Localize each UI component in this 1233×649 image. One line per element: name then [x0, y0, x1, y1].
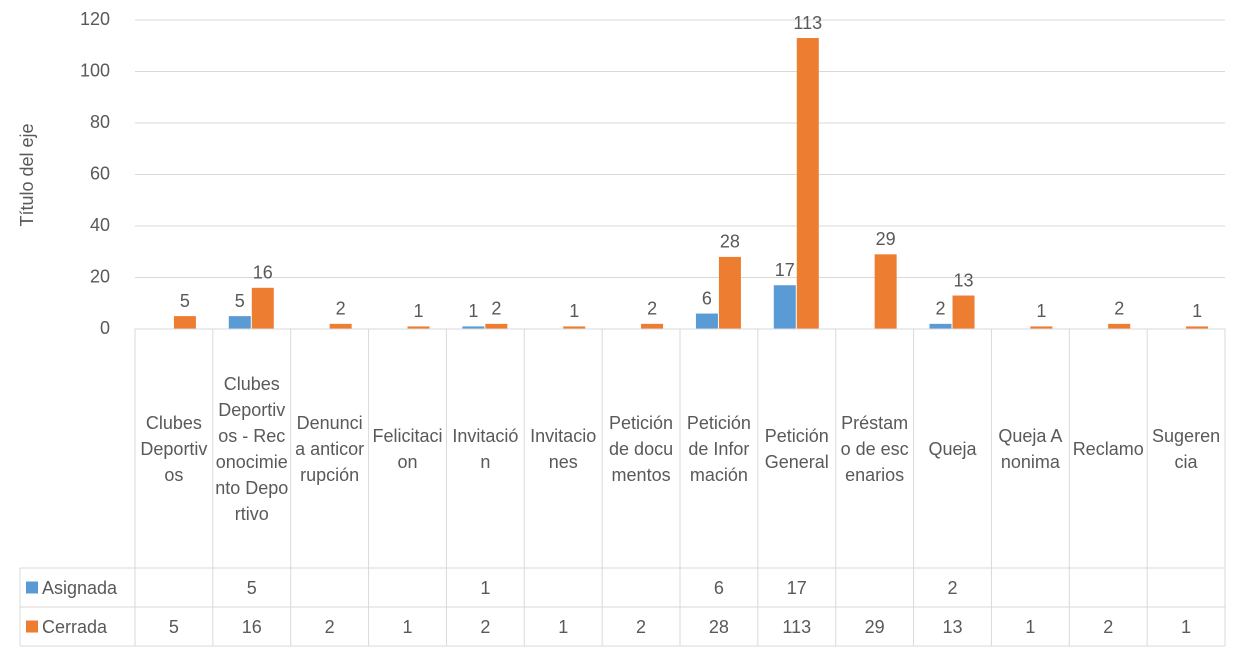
table-value: 1 [1025, 616, 1036, 637]
data-label: 6 [702, 288, 712, 308]
category-label: Invitación [452, 425, 519, 472]
bar [1186, 326, 1209, 329]
table-value: 2 [480, 616, 491, 637]
table-value: 6 [713, 577, 724, 598]
table-value: 5 [168, 616, 179, 637]
category-label: Préstamo de escenarios [840, 412, 909, 485]
data-label: 1 [1192, 301, 1202, 321]
data-label: 28 [720, 232, 740, 252]
category-label: Clubes Deportivos - Reconocimiento Depor… [215, 373, 289, 524]
table-value: 1 [1181, 616, 1192, 637]
table-value: 17 [786, 577, 807, 598]
bar [228, 316, 251, 329]
legend-label: Cerrada [42, 616, 108, 637]
y-tick-label: 120 [80, 9, 110, 29]
data-label: 2 [1114, 299, 1124, 319]
data-label: 1 [468, 301, 478, 321]
category-label: Denuncia anticorrupción [295, 412, 365, 485]
table-value: 16 [241, 616, 262, 637]
bar [462, 326, 485, 329]
data-label: 2 [647, 299, 657, 319]
table-value [1069, 568, 1147, 607]
table-value: 2 [324, 616, 335, 637]
y-tick-label: 40 [90, 215, 110, 235]
table-value [836, 568, 914, 607]
data-label: 1 [569, 301, 579, 321]
table-value: 2 [636, 616, 647, 637]
data-label: 2 [935, 299, 945, 319]
table-value [1147, 568, 1225, 607]
table-value: 13 [942, 616, 963, 637]
bar [796, 38, 819, 330]
data-label: 2 [336, 299, 346, 319]
y-tick-label: 80 [90, 112, 110, 132]
legend-key [26, 620, 38, 633]
data-label: 1 [413, 301, 423, 321]
table-value: 5 [246, 577, 257, 598]
y-tick-label: 0 [100, 318, 110, 338]
category-label: Queja [928, 438, 977, 459]
data-label: 17 [775, 260, 795, 280]
data-label: 1 [1036, 301, 1046, 321]
bar [563, 326, 586, 329]
data-label: 13 [953, 270, 973, 290]
table-value: 28 [708, 616, 729, 637]
table-value [369, 568, 447, 607]
table-value: 2 [947, 577, 958, 598]
data-label: 5 [180, 291, 190, 311]
bar [874, 254, 897, 329]
bar [485, 323, 508, 329]
category-label: Reclamo [1072, 438, 1144, 459]
bar [1030, 326, 1053, 329]
table-value: 1 [480, 577, 491, 598]
bar [773, 285, 796, 329]
data-label: 5 [235, 291, 245, 311]
y-tick-label: 60 [90, 163, 110, 183]
data-label: 113 [793, 13, 822, 33]
y-tick-label: 20 [90, 266, 110, 286]
bar [695, 313, 718, 329]
data-label: 29 [876, 229, 896, 249]
category-label: Sugerencia [1152, 425, 1221, 472]
legend-label: Asignada [42, 577, 118, 598]
category-label: Petición de Información [686, 412, 751, 485]
bar [952, 295, 975, 329]
data-label: 2 [491, 299, 501, 319]
table-value: 2 [1103, 616, 1114, 637]
table-value [291, 568, 369, 607]
table-value: 29 [864, 616, 885, 637]
legend-key [26, 581, 38, 594]
bar [641, 323, 664, 329]
category-label: Clubes Deportivos [140, 412, 208, 485]
table-value: 113 [782, 616, 812, 637]
category-label: Petición de documentos [609, 412, 674, 485]
bar [1108, 323, 1131, 329]
table-value: 1 [558, 616, 569, 637]
table-value [602, 568, 680, 607]
category-label: Petición General [764, 425, 829, 472]
bar [718, 256, 741, 329]
category-label: Felicitacion [372, 425, 443, 472]
data-label: 16 [253, 263, 273, 283]
bar [407, 326, 430, 329]
table-value [524, 568, 602, 607]
bar [329, 323, 352, 329]
bar [929, 323, 952, 329]
bar [173, 316, 196, 329]
y-tick-label: 100 [80, 60, 110, 80]
y-axis-label: Título del eje [17, 123, 37, 226]
bar [251, 287, 274, 329]
category-label: Invitaciones [530, 425, 597, 472]
table-value [135, 568, 213, 607]
category-label: Queja Anonima [998, 425, 1063, 472]
table-value: 1 [402, 616, 413, 637]
table-value [991, 568, 1069, 607]
